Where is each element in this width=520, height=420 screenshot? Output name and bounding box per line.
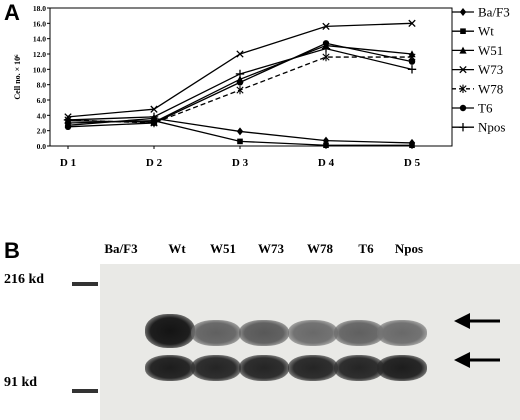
upper-band-lane-7 <box>377 320 427 346</box>
point-npos-3 <box>235 69 245 79</box>
y-tick-label: 12.0 <box>33 50 46 59</box>
y-tick-label: 0.0 <box>37 142 47 151</box>
lower-band-lane-3 <box>191 355 241 381</box>
legend-marker-baf3 <box>459 8 467 16</box>
point-baf3-3 <box>236 127 244 136</box>
y-tick-label: 8.0 <box>37 81 47 90</box>
legend-label-npos: Npos <box>478 120 505 135</box>
y-tick-label: 4.0 <box>37 111 47 120</box>
legend-marker-wt <box>460 28 466 34</box>
x-tick-label: D 4 <box>318 157 335 169</box>
x-tick-label: D 2 <box>146 157 163 169</box>
point-t6-1 <box>64 123 72 131</box>
point-wt-4 <box>323 142 329 149</box>
y-tick-label: 2.0 <box>37 127 47 136</box>
lower-band-lane-5 <box>288 355 338 381</box>
point-t6-5 <box>408 58 416 65</box>
legend-label-w51: W51 <box>478 43 503 58</box>
mw-tick-91kd <box>72 389 98 393</box>
point-w73-5 <box>408 19 416 27</box>
lower-band-lane-6 <box>334 355 384 381</box>
lane-label-wt: Wt <box>168 241 186 256</box>
point-wt-5 <box>409 142 415 149</box>
lane-label-w73: W73 <box>258 241 284 256</box>
lane-label-w51: W51 <box>210 241 236 256</box>
lane-label-w78: W78 <box>307 241 333 256</box>
point-npos-1 <box>63 115 73 125</box>
y-tick-label: 16.0 <box>33 19 46 28</box>
legend-label-t6: T6 <box>478 101 493 116</box>
western-blot-panel: Ba/F3 Wt W51 W73 W78 T6 Npos 216 kd 91 k… <box>0 238 520 420</box>
point-w73-4 <box>322 22 330 31</box>
point-w73-3 <box>236 50 244 58</box>
legend-marker-w51 <box>459 46 467 54</box>
lower-band-lane-4 <box>239 355 289 381</box>
y-tick-label: 18.0 <box>33 4 46 13</box>
point-w78-3 <box>236 85 244 95</box>
point-t6-3 <box>236 79 244 86</box>
x-tick-label: D 5 <box>404 157 421 169</box>
lower-band-lane-2 <box>145 355 195 381</box>
point-npos-2 <box>149 112 159 122</box>
upper-band-lane-2 <box>145 314 195 348</box>
y-tick-label: 10.0 <box>33 65 46 74</box>
lower-band-arrow-icon <box>454 352 500 368</box>
legend-marker-w73 <box>459 65 467 74</box>
lane-label-t6: T6 <box>358 241 374 256</box>
mw-tick-216kd <box>72 282 98 286</box>
growth-line-chart: 0.0 2.0 4.0 6.0 8.0 10.0 12.0 14.0 16.0 18.0 D 1 D … <box>13 4 510 169</box>
panel-a-letter: A <box>4 0 20 25</box>
legend-marker-w78 <box>459 84 467 93</box>
y-axis-label: Cell no. × 10⁶ <box>13 54 22 100</box>
upper-band-lane-3 <box>191 320 241 346</box>
x-tick-label: D 3 <box>232 157 249 169</box>
point-npos-4 <box>321 44 331 53</box>
upper-band-arrow-icon <box>454 313 500 329</box>
lane-label-npos: Npos <box>394 241 424 256</box>
point-t6-4 <box>322 40 330 47</box>
upper-band-lane-4 <box>239 320 289 346</box>
x-tick-label: D 1 <box>60 157 76 169</box>
legend-label-w73: W73 <box>478 62 503 77</box>
y-tick-label: 14.0 <box>33 35 46 44</box>
blot-membrane <box>100 264 520 420</box>
lane-label-baf3: Ba/F3 <box>104 241 138 256</box>
mw-label-216kd: 216 kd <box>4 272 45 287</box>
y-tick-label: 6.0 <box>37 96 47 105</box>
point-wt-3 <box>237 138 243 145</box>
legend-label-wt: Wt <box>478 24 494 39</box>
point-t6-2 <box>150 119 158 127</box>
plot-frame <box>49 7 453 147</box>
legend-label-baf3: Ba/F3 <box>478 5 510 20</box>
legend-marker-npos <box>458 123 468 132</box>
lower-band-lane-7 <box>377 355 427 381</box>
point-npos-5 <box>407 65 417 74</box>
legend-label-w78: W78 <box>478 81 503 96</box>
upper-band-lane-5 <box>288 320 338 346</box>
point-w73-2 <box>150 105 158 113</box>
mw-label-91kd: 91 kd <box>4 375 38 390</box>
legend-marker-t6 <box>459 104 467 112</box>
point-w78-4 <box>322 52 330 62</box>
panel-b-letter: B <box>4 238 20 263</box>
upper-band-lane-6 <box>334 320 384 346</box>
